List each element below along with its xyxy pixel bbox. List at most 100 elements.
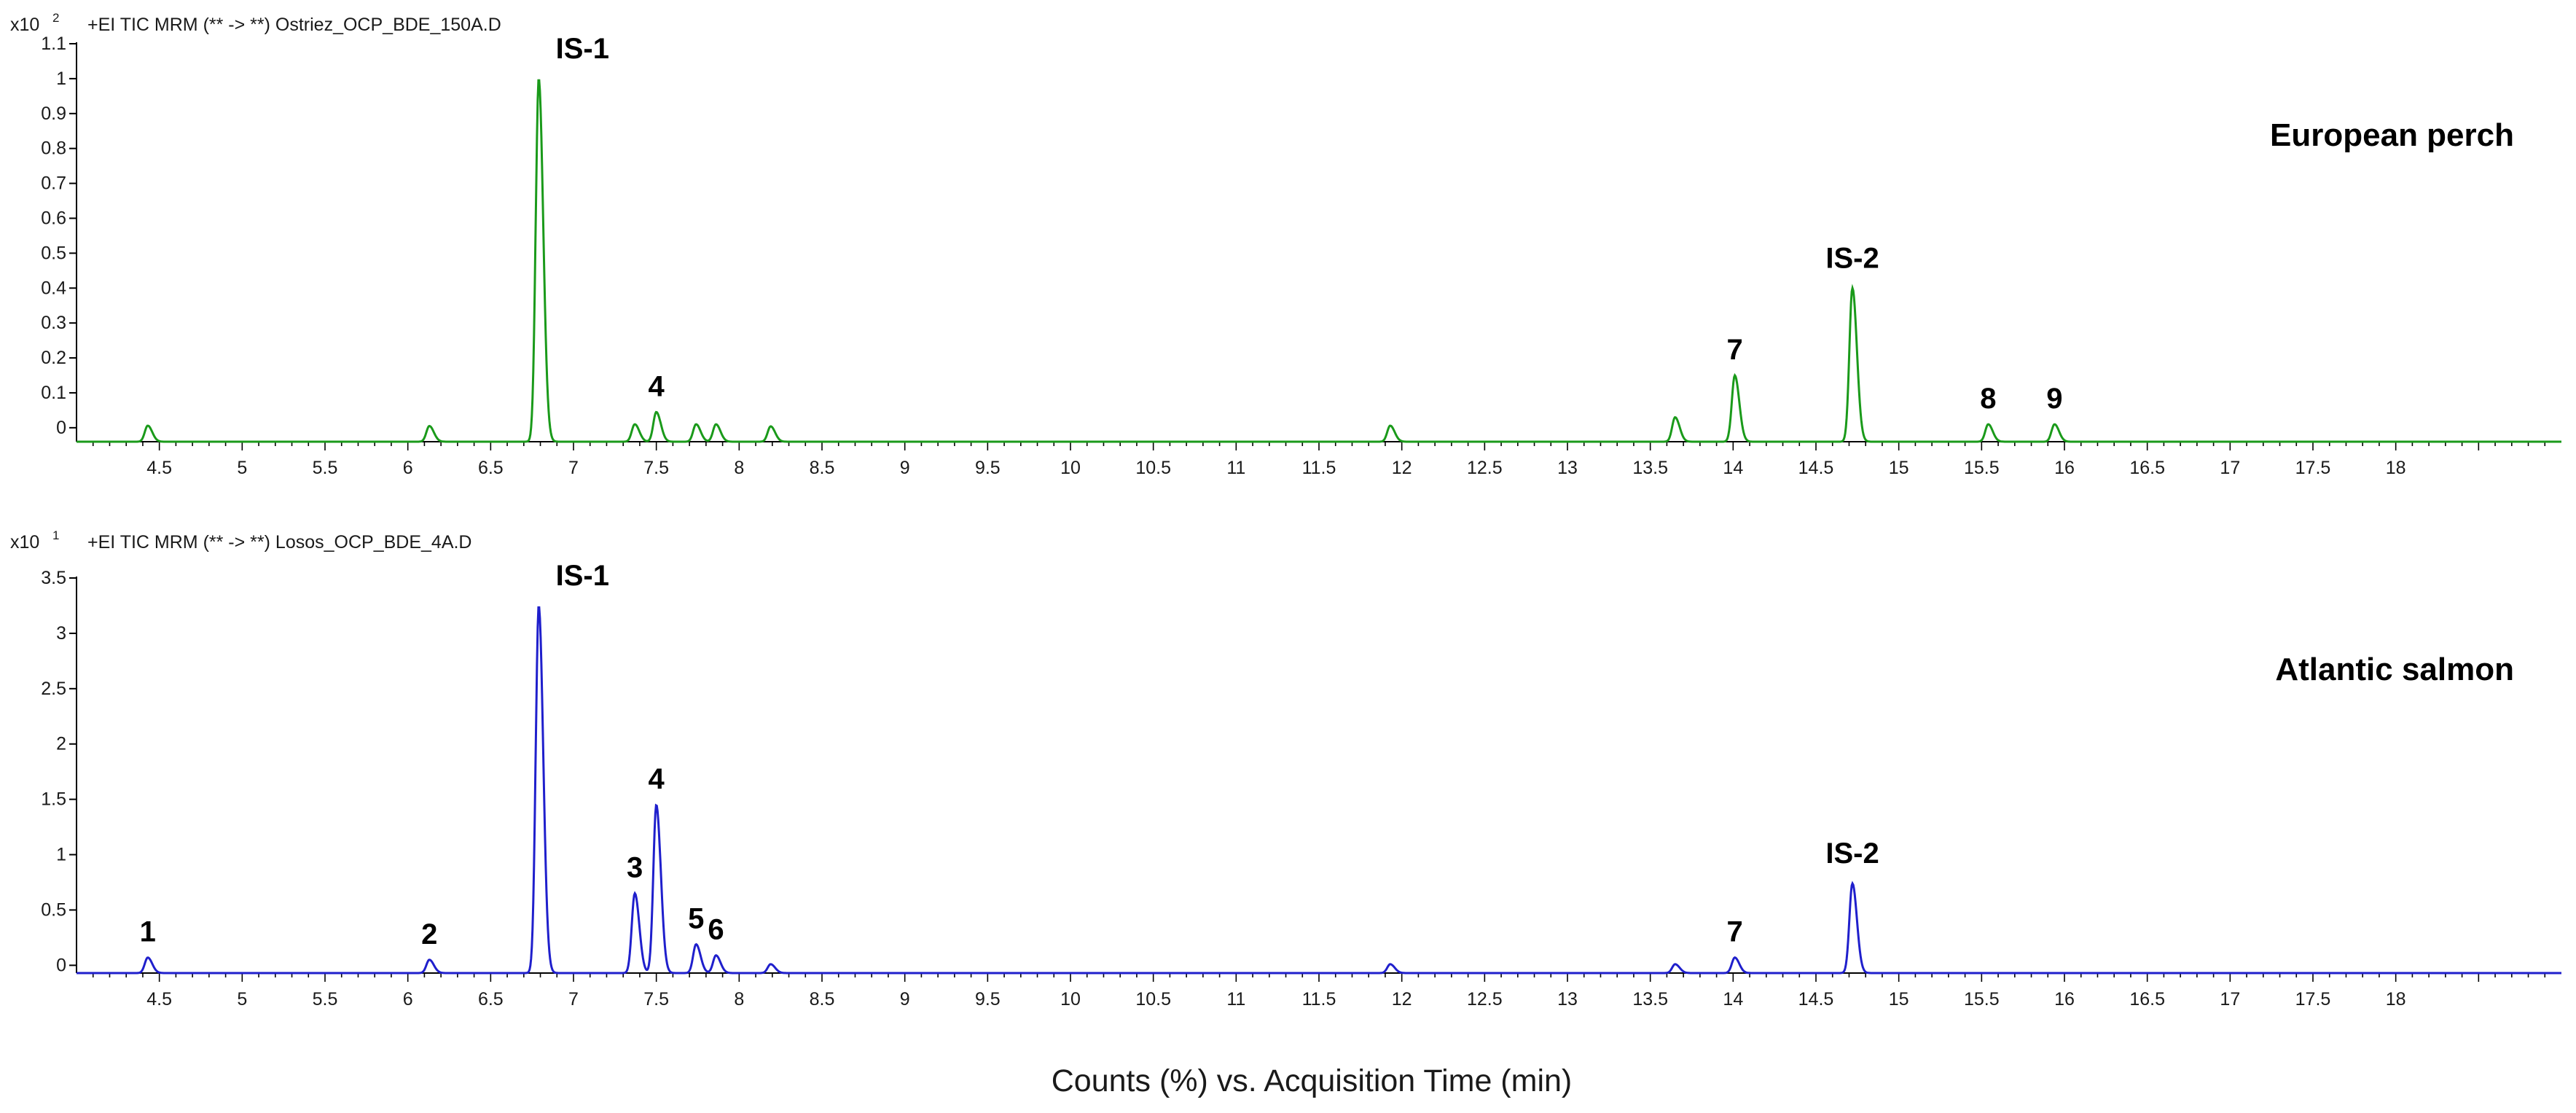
peak-label: IS-1 (556, 33, 609, 65)
y-tick-label: 0.5 (41, 899, 66, 920)
y-scale-prefix: x10 (10, 532, 39, 552)
x-tick-label: 8 (734, 458, 744, 478)
x-tick-label: 14 (1723, 989, 1743, 1009)
x-tick-label: 13 (1557, 458, 1578, 478)
peak-label: 6 (708, 914, 724, 946)
peak-label: IS-1 (556, 560, 609, 592)
x-axis-label: Counts (%) vs. Acquisition Time (min) (1052, 1063, 1572, 1098)
x-tick-label: 18 (2386, 458, 2406, 478)
y-tick-label: 0 (56, 418, 66, 438)
x-tick-label: 5 (237, 989, 247, 1009)
x-tick-label: 16 (2054, 989, 2075, 1009)
x-tick-label: 18 (2386, 989, 2406, 1009)
peak-label: 3 (627, 852, 643, 884)
peak-label: 8 (1980, 383, 1996, 415)
y-tick-label: 0.5 (41, 243, 66, 263)
x-tick-label: 6.5 (478, 989, 504, 1009)
x-tick-label: 7 (568, 989, 579, 1009)
x-tick-label: 11 (1226, 458, 1245, 478)
x-tick-label: 17 (2220, 458, 2240, 478)
x-tick-label: 6 (403, 458, 413, 478)
x-tick-label: 12.5 (1467, 458, 1503, 478)
peak-label: 2 (421, 918, 437, 950)
x-tick-label: 10.5 (1135, 458, 1171, 478)
y-tick-label: 0.7 (41, 173, 66, 194)
y-tick-label: 0.8 (41, 138, 66, 159)
y-tick-label: 3.5 (41, 568, 66, 588)
species-label: Atlantic salmon (2275, 652, 2514, 687)
x-tick-label: 10 (1060, 989, 1081, 1009)
x-tick-label: 11 (1226, 989, 1245, 1009)
x-tick-label: 5 (237, 458, 247, 478)
y-tick-label: 1 (56, 69, 66, 89)
x-tick-label: 8.5 (810, 989, 835, 1009)
x-tick-label: 6.5 (478, 458, 504, 478)
x-tick-label: 15 (1889, 458, 1909, 478)
y-tick-label: 2.5 (41, 679, 66, 699)
y-scale-prefix: x10 (10, 15, 39, 35)
x-tick-label: 9 (900, 458, 910, 478)
x-tick-label: 7.5 (643, 989, 669, 1009)
x-tick-label: 15 (1889, 989, 1909, 1009)
x-tick-label: 14 (1723, 458, 1743, 478)
x-tick-label: 4.5 (146, 458, 172, 478)
x-tick-label: 16.5 (2129, 989, 2165, 1009)
y-tick-label: 1.5 (41, 789, 66, 810)
x-tick-label: 10 (1060, 458, 1081, 478)
x-tick-label: 10.5 (1135, 989, 1171, 1009)
chromatogram-trace (77, 607, 2561, 973)
peak-label: IS-2 (1825, 837, 1879, 870)
x-tick-label: 17 (2220, 989, 2240, 1009)
x-tick-label: 7 (568, 458, 579, 478)
peak-label: 1 (140, 916, 156, 948)
y-tick-label: 2 (56, 734, 66, 754)
peak-label: IS-2 (1825, 242, 1879, 274)
x-tick-label: 12 (1392, 989, 1412, 1009)
x-tick-label: 15.5 (1964, 989, 2000, 1009)
x-tick-label: 14.5 (1798, 458, 1834, 478)
y-tick-label: 3 (56, 623, 66, 644)
y-scale-exponent: 1 (52, 528, 59, 542)
x-tick-label: 15.5 (1964, 458, 2000, 478)
peak-label: 5 (688, 903, 704, 935)
x-tick-label: 8.5 (810, 458, 835, 478)
x-tick-label: 6 (403, 989, 413, 1009)
x-tick-label: 17.5 (2295, 458, 2331, 478)
x-tick-label: 9.5 (975, 458, 1001, 478)
peak-label: 7 (1726, 334, 1742, 366)
x-tick-label: 5.5 (313, 989, 338, 1009)
y-tick-label: 0.9 (41, 104, 66, 124)
x-tick-label: 5.5 (313, 458, 338, 478)
trace-header: +EI TIC MRM (** -> **) Ostriez_OCP_BDE_1… (87, 15, 501, 35)
x-tick-label: 16.5 (2129, 458, 2165, 478)
peak-label: 9 (2046, 383, 2062, 415)
x-tick-label: 11.5 (1302, 458, 1336, 478)
trace-header: +EI TIC MRM (** -> **) Losos_OCP_BDE_4A.… (87, 532, 472, 552)
peak-label: 4 (649, 370, 665, 402)
x-tick-label: 4.5 (146, 989, 172, 1009)
x-tick-label: 9.5 (975, 989, 1001, 1009)
y-tick-label: 1 (56, 845, 66, 865)
x-tick-label: 7.5 (643, 458, 669, 478)
species-label: European perch (2270, 117, 2514, 153)
x-tick-label: 12 (1392, 458, 1412, 478)
x-tick-label: 12.5 (1467, 989, 1503, 1009)
y-tick-label: 0.6 (41, 208, 66, 228)
y-scale-exponent: 2 (52, 11, 59, 25)
y-tick-label: 0.1 (41, 383, 66, 403)
chromatogram-panel-2: x10 1 +EI TIC MRM (** -> **) Losos_OCP_BDE… (10, 528, 2561, 1009)
y-tick-label: 0 (56, 955, 66, 975)
peak-label: 4 (649, 763, 665, 795)
y-tick-label: 1.1 (41, 34, 66, 54)
y-tick-label: 0.4 (41, 278, 66, 298)
chromatogram-panel-1: x10 2 +EI TIC MRM (** -> **) Ostriez_OCP_B… (10, 11, 2561, 478)
x-tick-label: 13.5 (1632, 989, 1668, 1009)
x-tick-label: 14.5 (1798, 989, 1834, 1009)
x-tick-label: 8 (734, 989, 744, 1009)
x-tick-label: 13.5 (1632, 458, 1668, 478)
chromatogram-trace (77, 80, 2561, 442)
x-tick-label: 9 (900, 989, 910, 1009)
y-tick-label: 0.3 (41, 313, 66, 333)
